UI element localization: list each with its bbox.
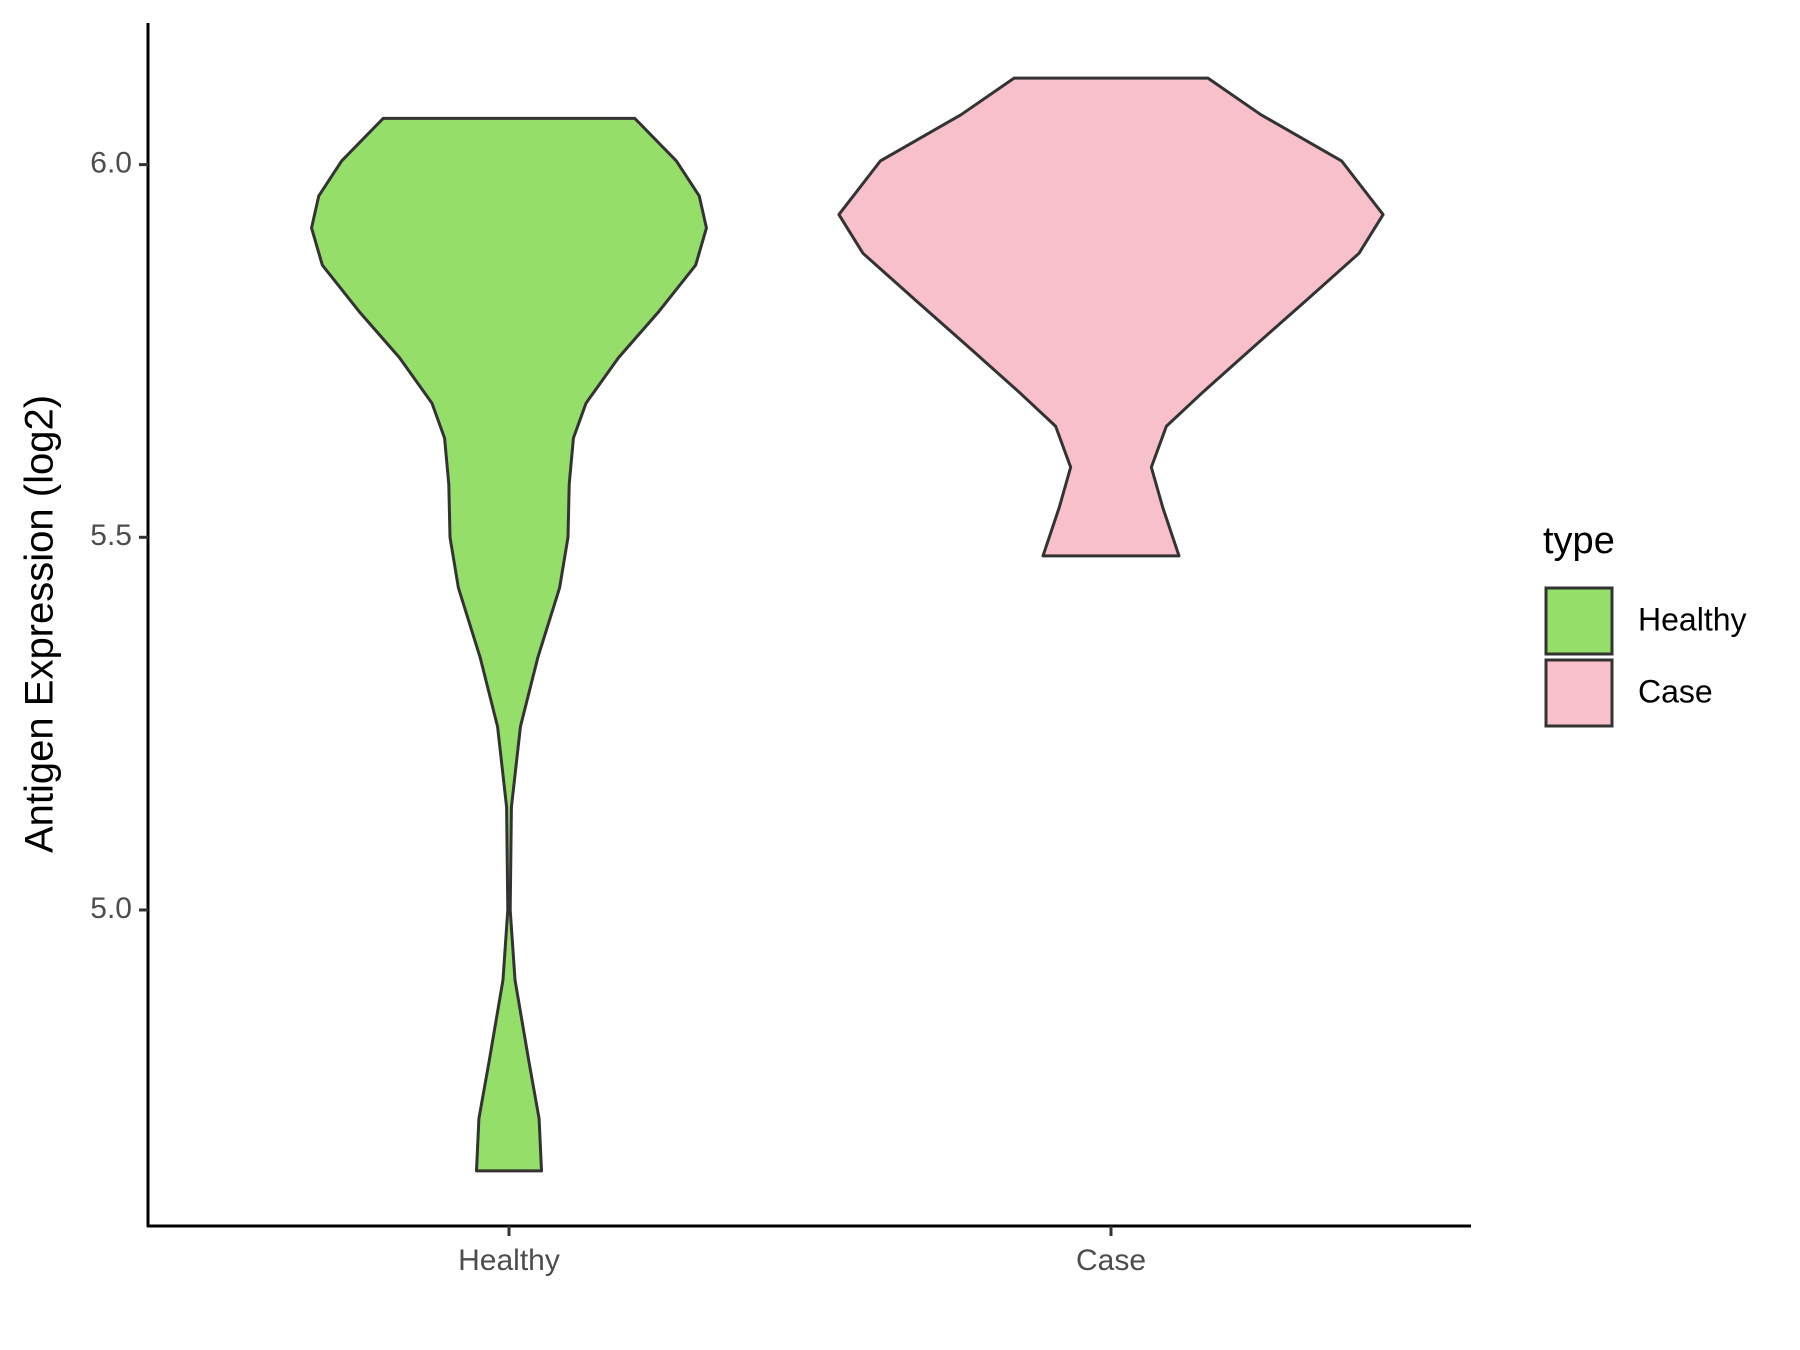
legend-key [1544,658,1614,728]
violin-half [1111,76,1385,558]
x-tick-label: Healthy [458,1244,560,1277]
violin-half [837,76,1111,558]
y-tick-label: 6.0 [90,147,132,180]
y-tick-label: 5.0 [90,892,132,925]
x-tick-label: Case [1076,1244,1146,1277]
legend-title: type [1543,520,1615,562]
legend-label: Case [1638,673,1713,709]
legend-key [1544,586,1614,656]
violin-half [310,116,510,1173]
violin-half [508,116,708,1173]
legend-label: Healthy [1638,601,1747,637]
y-axis-title: Antigen Expression (log2) [18,395,62,853]
y-tick-label: 5.5 [90,519,132,552]
